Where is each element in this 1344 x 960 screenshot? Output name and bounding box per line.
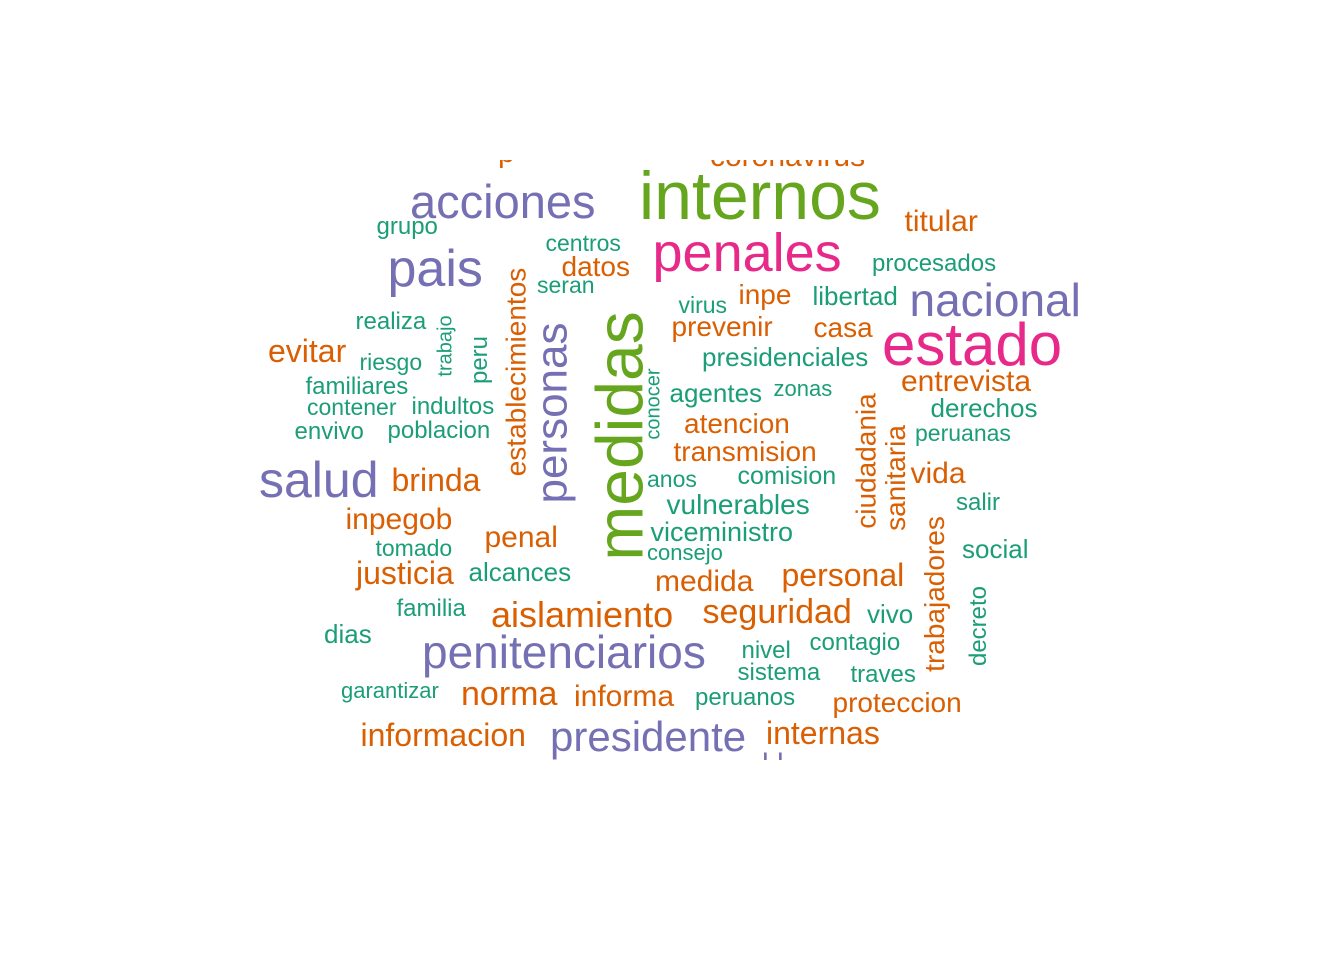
word-brinda: brinda bbox=[391, 462, 481, 498]
word-trabajadores: trabajadores bbox=[918, 516, 950, 672]
word-estado: estado bbox=[882, 311, 1063, 378]
word-zonas: zonas bbox=[773, 376, 833, 401]
word-social: social bbox=[962, 534, 1029, 564]
word-pais: pais bbox=[387, 240, 483, 298]
word-procesados: procesados bbox=[872, 250, 997, 277]
word-casa: casa bbox=[813, 312, 873, 343]
word-traves: traves bbox=[850, 661, 916, 688]
word-penales: penales bbox=[652, 223, 842, 283]
word-norma: norma bbox=[461, 675, 558, 713]
word-dias: dias bbox=[324, 619, 372, 649]
word-seran: seran bbox=[537, 271, 595, 298]
word-indultos: indultos bbox=[411, 393, 495, 420]
word-inpegob: inpegob bbox=[345, 503, 453, 536]
word-penal: penal bbox=[484, 521, 558, 554]
word-garantizar: garantizar bbox=[341, 678, 439, 703]
word-consejo: consejo bbox=[647, 540, 723, 565]
word-derechos: derechos bbox=[930, 393, 1038, 423]
word-viceministro: viceministro bbox=[650, 516, 794, 547]
word-poblacion: poblacion bbox=[387, 417, 491, 444]
partial-word-top: coronavirus bbox=[710, 160, 865, 172]
word-prevenir: prevenir bbox=[671, 311, 773, 342]
word-salud: salud bbox=[259, 452, 379, 508]
word-penitenciarios: penitenciarios bbox=[422, 626, 706, 678]
word-trabajo: trabajo bbox=[434, 315, 457, 377]
word-peruanas: peruanas bbox=[915, 419, 1011, 446]
word-contagio: contagio bbox=[809, 629, 901, 656]
word-medida: medida bbox=[655, 565, 754, 598]
word-conocer: conocer bbox=[642, 368, 665, 440]
word-sistema: sistema bbox=[737, 659, 821, 686]
word-sanitaria: sanitaria bbox=[879, 425, 911, 531]
word-peru: peru bbox=[466, 335, 494, 385]
word-atencion: atencion bbox=[684, 408, 790, 439]
word-internas: internas bbox=[766, 715, 880, 751]
word-vivo: vivo bbox=[867, 599, 914, 629]
word-salir: salir bbox=[956, 489, 1001, 516]
word-realiza: realiza bbox=[355, 308, 427, 335]
word-comision: comision bbox=[737, 461, 837, 490]
word-nacional: nacional bbox=[909, 274, 1081, 326]
word-seguridad: seguridad bbox=[702, 593, 852, 631]
partial-word-top-left: p bbox=[498, 160, 515, 168]
word-personas: personas bbox=[527, 322, 577, 504]
word-anos: anos bbox=[647, 465, 697, 492]
word-titular: titular bbox=[904, 205, 978, 238]
word-entrevista: entrevista bbox=[901, 365, 1032, 398]
word-nivel: nivel bbox=[741, 637, 791, 664]
word-transmision: transmision bbox=[673, 436, 817, 467]
word-riesgo: riesgo bbox=[359, 348, 423, 375]
word-familia: familia bbox=[396, 595, 466, 622]
word-acciones: acciones bbox=[410, 174, 596, 228]
word-proteccion: proteccion bbox=[832, 687, 962, 718]
word-cloud-area: p coronavirus l l bbox=[240, 160, 1110, 760]
word-contener: contener bbox=[307, 393, 397, 420]
word-informacion: informacion bbox=[360, 717, 526, 753]
word-virus: virus bbox=[678, 291, 728, 318]
word-inpe: inpe bbox=[738, 279, 792, 310]
word-vulnerables: vulnerables bbox=[666, 489, 810, 520]
word-presidenciales: presidenciales bbox=[702, 342, 869, 372]
word-grupo: grupo bbox=[376, 213, 438, 240]
word-establecimientos: establecimientos bbox=[499, 267, 531, 477]
word-presidente: presidente bbox=[550, 713, 747, 760]
word-tomado: tomado bbox=[375, 534, 453, 561]
word-decreto: decreto bbox=[965, 585, 993, 667]
word-justicia: justicia bbox=[356, 555, 454, 591]
word-peruanos: peruanos bbox=[695, 684, 796, 711]
word-agentes: agentes bbox=[669, 378, 763, 408]
word-familiares: familiares bbox=[305, 373, 409, 400]
word-libertad: libertad bbox=[812, 281, 898, 311]
word-aislamiento: aislamiento bbox=[491, 594, 674, 635]
word-centros: centros bbox=[545, 229, 621, 256]
word-ciudadania: ciudadania bbox=[850, 393, 882, 529]
word-alcances: alcances bbox=[468, 557, 572, 587]
word-personal: personal bbox=[781, 557, 905, 593]
word-vida: vida bbox=[910, 457, 966, 490]
partial-word-bottom: l l bbox=[762, 750, 784, 761]
word-internos: internos bbox=[639, 158, 881, 234]
word-informa: informa bbox=[574, 680, 675, 713]
word-datos: datos bbox=[561, 251, 631, 282]
word-evitar: evitar bbox=[268, 333, 347, 369]
word-envivo: envivo bbox=[294, 418, 364, 445]
